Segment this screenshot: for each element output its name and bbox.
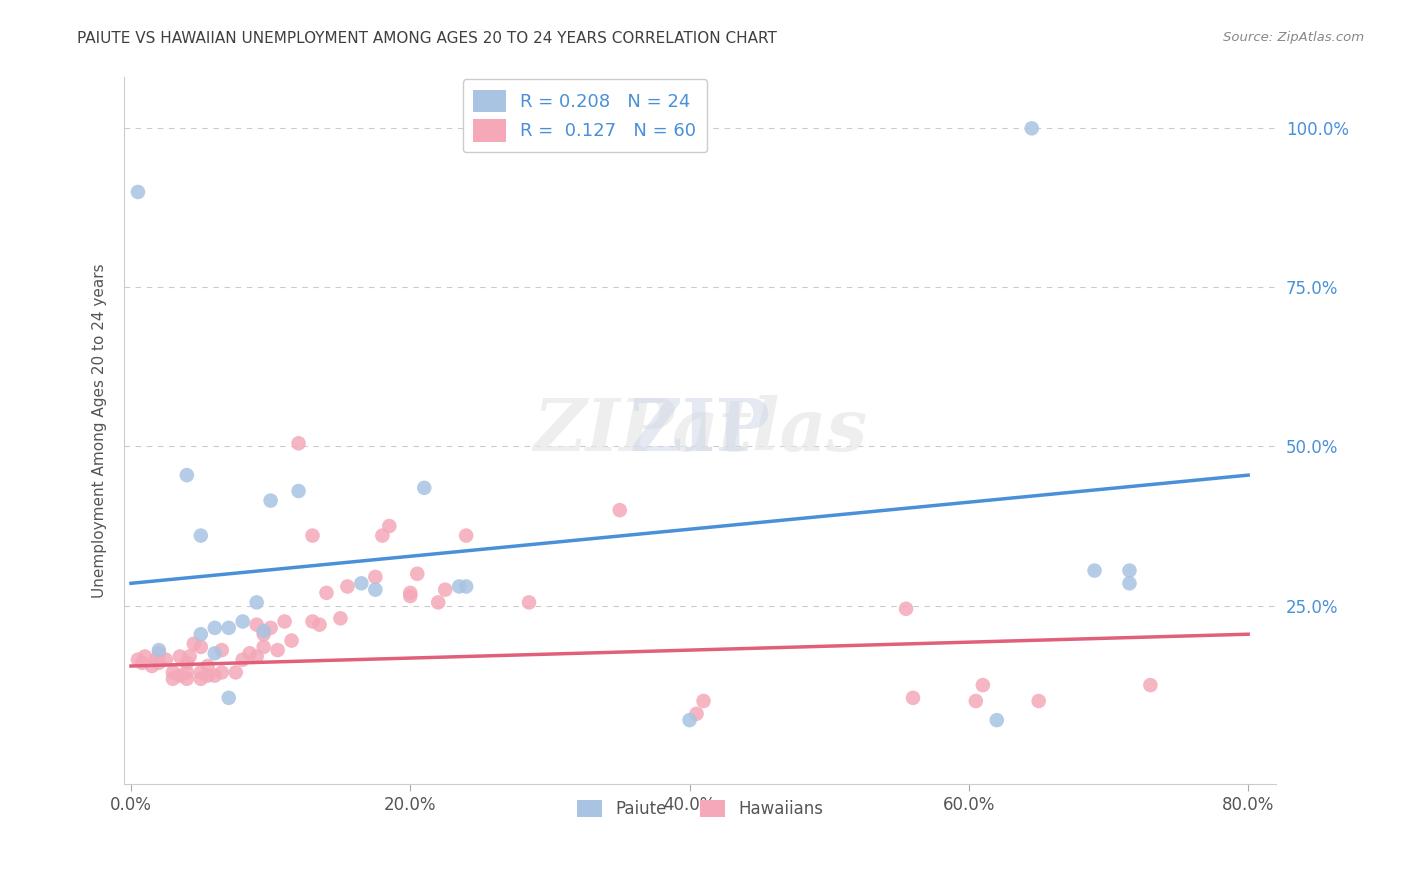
Point	[301, 615, 323, 629]
Point	[169, 668, 191, 682]
Point	[253, 627, 276, 641]
Text: ZIP: ZIP	[630, 395, 770, 467]
Point	[364, 582, 387, 597]
Point	[329, 611, 352, 625]
Point	[308, 617, 330, 632]
Point	[287, 436, 309, 450]
Point	[253, 624, 276, 638]
Point	[190, 665, 212, 680]
Point	[148, 656, 170, 670]
Point	[406, 566, 429, 581]
Point	[145, 653, 167, 667]
Point	[190, 528, 212, 542]
Point	[456, 579, 478, 593]
Point	[176, 656, 198, 670]
Point	[232, 615, 254, 629]
Point	[141, 659, 163, 673]
Point	[127, 653, 149, 667]
Point	[176, 468, 198, 483]
Point	[427, 595, 450, 609]
Point	[1083, 564, 1105, 578]
Point	[678, 713, 700, 727]
Point	[1028, 694, 1050, 708]
Point	[162, 665, 184, 680]
Legend: Paiute, Hawaiians: Paiute, Hawaiians	[571, 793, 830, 825]
Point	[134, 649, 156, 664]
Point	[287, 483, 309, 498]
Point	[131, 656, 153, 670]
Point	[190, 627, 212, 641]
Point	[399, 586, 422, 600]
Point	[211, 665, 233, 680]
Point	[197, 668, 219, 682]
Point	[1118, 564, 1140, 578]
Point	[894, 601, 917, 615]
Point	[1118, 576, 1140, 591]
Point	[246, 617, 269, 632]
Point	[685, 706, 707, 721]
Point	[183, 637, 205, 651]
Point	[986, 713, 1008, 727]
Point	[148, 643, 170, 657]
Point	[350, 576, 373, 591]
Point	[218, 690, 240, 705]
Point	[232, 653, 254, 667]
Point	[972, 678, 994, 692]
Text: ZIPatlas: ZIPatlas	[533, 395, 868, 467]
Point	[301, 528, 323, 542]
Point	[253, 640, 276, 654]
Point	[127, 185, 149, 199]
Point	[315, 586, 337, 600]
Point	[204, 646, 226, 660]
Point	[692, 694, 714, 708]
Point	[211, 643, 233, 657]
Point	[1139, 678, 1161, 692]
Point	[246, 595, 269, 609]
Point	[378, 519, 401, 533]
Point	[280, 633, 302, 648]
Point	[169, 649, 191, 664]
Point	[204, 668, 226, 682]
Point	[259, 493, 281, 508]
Point	[197, 659, 219, 673]
Point	[449, 579, 471, 593]
Point	[413, 481, 436, 495]
Point	[273, 615, 295, 629]
Point	[176, 665, 198, 680]
Point	[266, 643, 288, 657]
Point	[259, 621, 281, 635]
Point	[190, 640, 212, 654]
Point	[179, 649, 201, 664]
Point	[225, 665, 247, 680]
Point	[364, 570, 387, 584]
Point	[371, 528, 394, 542]
Point	[517, 595, 540, 609]
Text: Source: ZipAtlas.com: Source: ZipAtlas.com	[1223, 31, 1364, 45]
Point	[609, 503, 631, 517]
Point	[1021, 121, 1043, 136]
Point	[246, 649, 269, 664]
Text: PAIUTE VS HAWAIIAN UNEMPLOYMENT AMONG AGES 20 TO 24 YEARS CORRELATION CHART: PAIUTE VS HAWAIIAN UNEMPLOYMENT AMONG AG…	[77, 31, 778, 46]
Point	[190, 672, 212, 686]
Point	[336, 579, 359, 593]
Point	[456, 528, 478, 542]
Point	[901, 690, 924, 705]
Point	[434, 582, 457, 597]
Point	[218, 621, 240, 635]
Point	[239, 646, 262, 660]
Point	[162, 672, 184, 686]
Point	[176, 672, 198, 686]
Point	[155, 653, 177, 667]
Point	[148, 646, 170, 660]
Point	[204, 621, 226, 635]
Point	[965, 694, 987, 708]
Y-axis label: Unemployment Among Ages 20 to 24 years: Unemployment Among Ages 20 to 24 years	[93, 263, 107, 598]
Point	[399, 589, 422, 603]
